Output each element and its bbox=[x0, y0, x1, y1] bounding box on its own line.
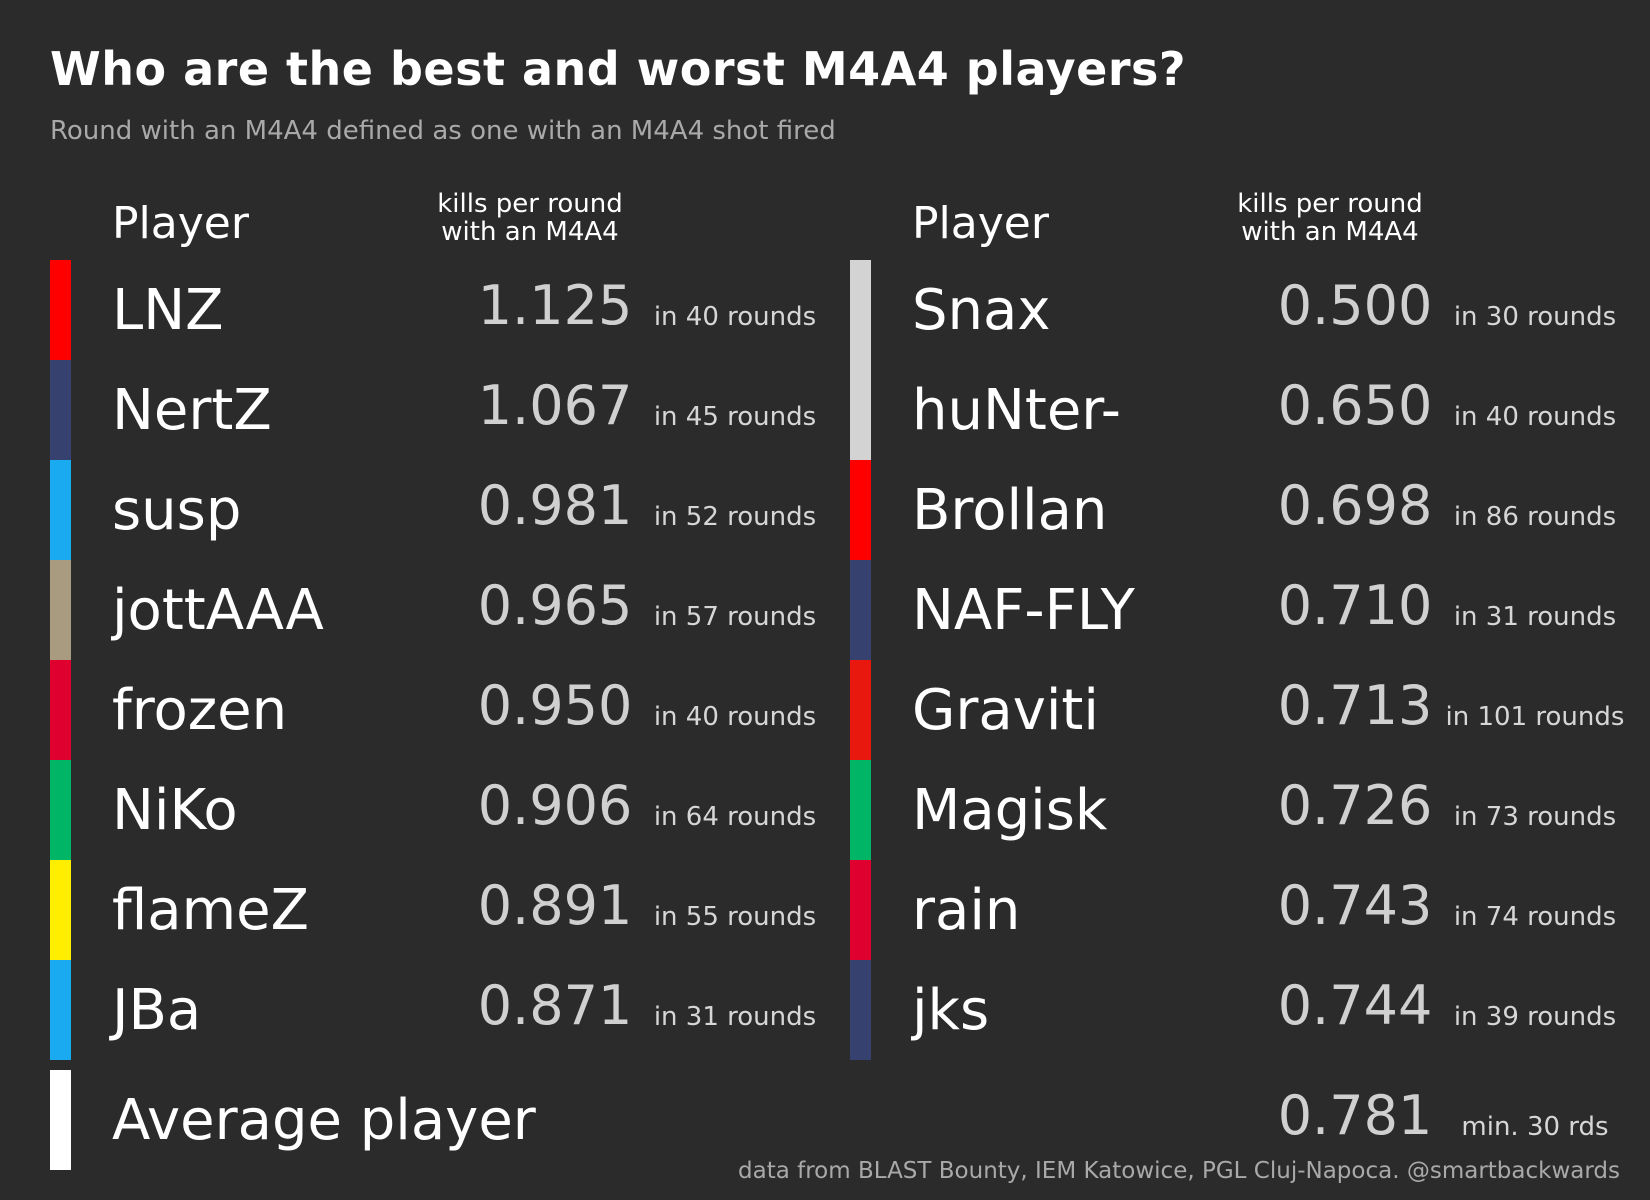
kpr-value: 0.906 bbox=[477, 774, 633, 837]
rounds-count: in 30 rounds bbox=[1453, 302, 1617, 332]
player-name: NAF-FLY bbox=[912, 578, 1135, 643]
rounds-count: in 39 rounds bbox=[1453, 1002, 1617, 1032]
team-color-swatch bbox=[50, 460, 71, 560]
kpr-value: 0.950 bbox=[477, 674, 633, 737]
rounds-count: in 31 rounds bbox=[1453, 602, 1617, 632]
kpr-value: 1.125 bbox=[477, 274, 633, 337]
player-row: Brollan 0.698 in 86 rounds bbox=[850, 460, 1616, 560]
kpr-value: 0.710 bbox=[1277, 574, 1433, 637]
average-kpr-value: 0.781 bbox=[1277, 1084, 1433, 1147]
rounds-count: in 64 rounds bbox=[653, 802, 817, 832]
player-row: Graviti 0.713 in 101 rounds bbox=[850, 660, 1624, 760]
player-row: rain 0.743 in 74 rounds bbox=[850, 860, 1616, 960]
team-color-swatch bbox=[850, 560, 871, 660]
player-row: NiKo 0.906 in 64 rounds bbox=[50, 760, 816, 860]
player-row: NertZ 1.067 in 45 rounds bbox=[50, 360, 816, 460]
kpr-value: 0.500 bbox=[1277, 274, 1433, 337]
kpr-value: 0.713 bbox=[1277, 674, 1433, 737]
average-rounds-note: min. 30 rds bbox=[1461, 1112, 1609, 1142]
rounds-count: in 40 rounds bbox=[653, 702, 817, 732]
player-row: jottAAA 0.965 in 57 rounds bbox=[50, 560, 816, 660]
rounds-count: in 73 rounds bbox=[1453, 802, 1617, 832]
player-name: jottAAA bbox=[112, 578, 324, 643]
player-row: NAF-FLY 0.710 in 31 rounds bbox=[850, 560, 1616, 660]
player-name: JBa bbox=[112, 978, 202, 1043]
player-name: NertZ bbox=[112, 378, 272, 443]
team-color-swatch bbox=[850, 660, 871, 760]
kpr-column-header: kills per round with an M4A4 bbox=[1237, 189, 1423, 247]
kpr-value: 0.891 bbox=[477, 874, 633, 937]
kpr-value: 0.965 bbox=[477, 574, 633, 637]
best-players-table: Player kills per round with an M4A4 LNZ 1.… bbox=[50, 189, 816, 1060]
kpr-value: 0.650 bbox=[1277, 374, 1433, 437]
rounds-count: in 74 rounds bbox=[1453, 902, 1617, 932]
player-name: Snax bbox=[912, 278, 1051, 343]
team-color-swatch bbox=[50, 260, 71, 360]
rounds-count: in 86 rounds bbox=[1453, 502, 1617, 532]
team-color-swatch bbox=[50, 360, 71, 460]
team-color-swatch bbox=[850, 760, 871, 860]
player-name: frozen bbox=[112, 678, 288, 743]
rounds-count: in 57 rounds bbox=[653, 602, 817, 632]
worst-players-rows: Snax 0.500 in 30 rounds huNter- 0.650 in 40 r… bbox=[850, 260, 1624, 1060]
rounds-count: in 31 rounds bbox=[653, 1002, 817, 1032]
player-name: NiKo bbox=[112, 778, 238, 843]
player-name: huNter- bbox=[912, 378, 1121, 443]
average-color-swatch bbox=[50, 1070, 71, 1170]
player-name: flameZ bbox=[112, 878, 309, 943]
rounds-count: in 40 rounds bbox=[1453, 402, 1617, 432]
kpr-value: 0.744 bbox=[1277, 974, 1433, 1037]
player-row: frozen 0.950 in 40 rounds bbox=[50, 660, 816, 760]
kpr-value: 0.726 bbox=[1277, 774, 1433, 837]
team-color-swatch bbox=[850, 260, 871, 360]
player-row: Magisk 0.726 in 73 rounds bbox=[850, 760, 1616, 860]
player-row: susp 0.981 in 52 rounds bbox=[50, 460, 816, 560]
chart-subtitle: Round with an M4A4 defined as one with a… bbox=[50, 116, 836, 146]
player-row: Snax 0.500 in 30 rounds bbox=[850, 260, 1616, 360]
team-color-swatch bbox=[850, 860, 871, 960]
player-row: jks 0.744 in 39 rounds bbox=[850, 960, 1616, 1060]
kpr-value: 0.698 bbox=[1277, 474, 1433, 537]
chart-title: Who are the best and worst M4A4 players? bbox=[50, 42, 1187, 96]
team-color-swatch bbox=[50, 860, 71, 960]
team-color-swatch bbox=[850, 360, 871, 460]
average-player-label: Average player bbox=[112, 1088, 536, 1153]
player-row: flameZ 0.891 in 55 rounds bbox=[50, 860, 816, 960]
player-name: Graviti bbox=[912, 678, 1099, 743]
kpr-column-header: kills per round with an M4A4 bbox=[437, 189, 623, 247]
player-row: LNZ 1.125 in 40 rounds bbox=[50, 260, 816, 360]
player-name: jks bbox=[912, 978, 990, 1043]
team-color-swatch bbox=[50, 560, 71, 660]
team-color-swatch bbox=[850, 460, 871, 560]
team-color-swatch bbox=[850, 960, 871, 1060]
data-source-note: data from BLAST Bounty, IEM Katowice, PG… bbox=[738, 1158, 1620, 1184]
player-name: LNZ bbox=[112, 278, 224, 343]
player-column-header: Player bbox=[112, 198, 249, 249]
player-row: JBa 0.871 in 31 rounds bbox=[50, 960, 816, 1060]
rounds-count: in 45 rounds bbox=[653, 402, 817, 432]
rounds-count: in 55 rounds bbox=[653, 902, 817, 932]
player-name: susp bbox=[112, 478, 242, 543]
worst-players-table: Player kills per round with an M4A4 Snax 0… bbox=[850, 189, 1624, 1060]
kpr-value: 0.871 bbox=[477, 974, 633, 1037]
kpr-value: 0.981 bbox=[477, 474, 633, 537]
best-players-rows: LNZ 1.125 in 40 rounds NertZ 1.067 in 45 roun… bbox=[50, 260, 816, 1060]
player-name: rain bbox=[912, 878, 1021, 943]
rounds-count: in 101 rounds bbox=[1445, 702, 1625, 732]
rounds-count: in 40 rounds bbox=[653, 302, 817, 332]
player-name: Magisk bbox=[912, 778, 1108, 843]
player-name: Brollan bbox=[912, 478, 1108, 543]
player-row: huNter- 0.650 in 40 rounds bbox=[850, 360, 1616, 460]
kpr-value: 1.067 bbox=[477, 374, 633, 437]
kpr-value: 0.743 bbox=[1277, 874, 1433, 937]
player-column-header: Player bbox=[912, 198, 1049, 249]
team-color-swatch bbox=[50, 960, 71, 1060]
team-color-swatch bbox=[50, 760, 71, 860]
team-color-swatch bbox=[50, 660, 71, 760]
rounds-count: in 52 rounds bbox=[653, 502, 817, 532]
